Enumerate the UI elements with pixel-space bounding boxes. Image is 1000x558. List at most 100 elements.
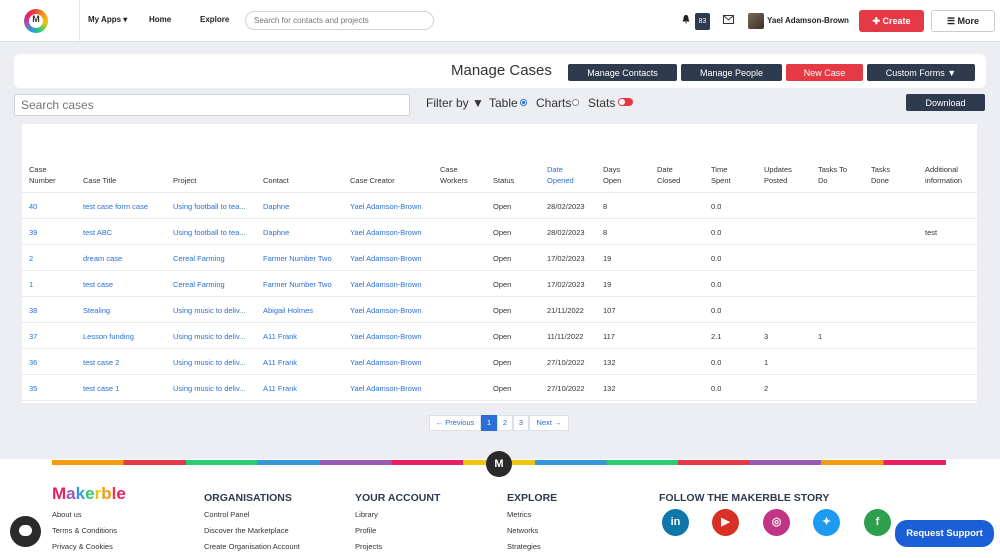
table-cell-title[interactable]: test case 2 — [83, 358, 120, 367]
about-link[interactable]: About us — [52, 510, 82, 519]
global-search-input[interactable] — [245, 11, 434, 30]
nav-explore[interactable]: Explore — [200, 15, 230, 24]
table-cell-project[interactable]: Cereal Farming — [173, 254, 225, 263]
table-cell-creator[interactable]: Yael Adamson-Brown — [350, 254, 422, 263]
twitter-icon[interactable]: ✦ — [813, 509, 840, 536]
page-1-button[interactable]: 1 — [481, 415, 497, 431]
account-link[interactable]: Projects — [355, 542, 383, 551]
makerble-logo[interactable]: M — [24, 9, 48, 33]
more-button[interactable]: ☰ More — [931, 10, 995, 32]
table-cell-project[interactable]: Using football to tea... — [173, 228, 246, 237]
table-cell-creator[interactable]: Yael Adamson-Brown — [350, 384, 422, 393]
view-table-label[interactable]: Table — [489, 96, 518, 110]
account-link[interactable]: Library — [355, 510, 378, 519]
column-header[interactable]: Date Opened — [547, 164, 574, 186]
table-cell-num[interactable]: 1 — [29, 280, 34, 289]
table-cell-contact[interactable]: A11 Frank — [263, 332, 298, 341]
table-cell-creator[interactable]: Yael Adamson-Brown — [350, 280, 422, 289]
table-cell-num[interactable]: 40 — [29, 202, 38, 211]
explore-link[interactable]: Strategies — [507, 542, 541, 551]
table-cell-title[interactable]: test case — [83, 280, 114, 289]
brand-letter: b — [101, 484, 112, 503]
custom-forms-button[interactable]: Custom Forms ▼ — [867, 64, 975, 81]
nav-home[interactable]: Home — [149, 15, 172, 24]
table-cell-title[interactable]: test case 1 — [83, 384, 120, 393]
about-link[interactable]: Terms & Conditions — [52, 526, 118, 535]
next-page-button[interactable]: Next → — [529, 415, 569, 431]
table-cell-creator[interactable]: Yael Adamson-Brown — [350, 306, 422, 315]
table-cell-project[interactable]: Using music to deliv... — [173, 384, 246, 393]
column-header: Time Spent — [711, 164, 731, 186]
table-cell-num[interactable]: 39 — [29, 228, 38, 237]
table-cell-opened: 17/02/2023 — [547, 254, 585, 263]
row-divider-line — [22, 218, 977, 219]
about-link[interactable]: Privacy & Cookies — [52, 542, 113, 551]
manage-people-button[interactable]: Manage People — [681, 64, 782, 81]
facebook-icon[interactable]: f — [864, 509, 891, 536]
table-cell-contact[interactable]: Daphne — [263, 202, 290, 211]
column-header: Project — [173, 175, 196, 186]
bell-icon[interactable] — [682, 15, 690, 24]
manage-contacts-button[interactable]: Manage Contacts — [568, 64, 677, 81]
table-cell-num[interactable]: 37 — [29, 332, 38, 341]
table-cell-status: Open — [493, 254, 512, 263]
table-cell-title[interactable]: test case form case — [83, 202, 149, 211]
download-button[interactable]: Download — [906, 94, 985, 111]
table-cell-contact[interactable]: Daphne — [263, 228, 290, 237]
makerble-brand-logo[interactable]: Makerble — [52, 484, 126, 504]
table-cell-contact[interactable]: A11 Frank — [263, 358, 298, 367]
explore-link[interactable]: Metrics — [507, 510, 532, 519]
table-cell-days: 117 — [603, 332, 615, 341]
page-3-button[interactable]: 3 — [513, 415, 529, 431]
mail-icon[interactable] — [723, 15, 734, 24]
table-cell-contact[interactable]: A11 Frank — [263, 384, 298, 393]
previous-page-button[interactable]: ← Previous — [429, 415, 481, 431]
new-case-button[interactable]: New Case — [786, 64, 863, 81]
organisations-link[interactable]: Discover the Marketplace — [204, 526, 289, 535]
explore-link[interactable]: Networks — [507, 526, 539, 535]
table-cell-title[interactable]: Stealing — [83, 306, 111, 315]
table-cell-title[interactable]: dream case — [83, 254, 123, 263]
table-cell-creator[interactable]: Yael Adamson-Brown — [350, 202, 422, 211]
table-cell-num[interactable]: 35 — [29, 384, 38, 393]
youtube-icon[interactable]: ▶ — [712, 509, 739, 536]
stats-toggle[interactable] — [618, 98, 633, 106]
table-cell-project[interactable]: Using football to tea... — [173, 202, 246, 211]
linkedin-icon[interactable]: in — [662, 509, 689, 536]
instagram-icon[interactable]: ◎ — [763, 509, 790, 536]
table-cell-creator[interactable]: Yael Adamson-Brown — [350, 228, 422, 237]
page-2-button[interactable]: 2 — [497, 415, 513, 431]
account-link[interactable]: Profile — [355, 526, 377, 535]
view-charts-label[interactable]: Charts — [536, 96, 572, 110]
table-cell-title[interactable]: Lesson funding — [83, 332, 134, 341]
table-cell-title[interactable]: test ABC — [83, 228, 113, 237]
organisations-link[interactable]: Control Panel — [204, 510, 250, 519]
table-cell-project[interactable]: Using music to deliv... — [173, 332, 246, 341]
organisations-link[interactable]: Create Organisation Account — [204, 542, 300, 551]
request-support-button[interactable]: Request Support — [895, 520, 994, 547]
table-cell-contact[interactable]: Farmer Number Two — [263, 254, 332, 263]
nav-my-apps[interactable]: My Apps ▾ — [88, 15, 128, 24]
table-cell-project[interactable]: Using music to deliv... — [173, 358, 246, 367]
table-cell-project[interactable]: Using music to deliv... — [173, 306, 246, 315]
table-cell-project[interactable]: Cereal Farming — [173, 280, 225, 289]
create-button[interactable]: ✚ Create — [859, 10, 924, 32]
table-cell-opened: 17/02/2023 — [547, 280, 585, 289]
table-cell-num[interactable]: 36 — [29, 358, 38, 367]
table-view-radio[interactable] — [520, 99, 527, 106]
search-cases-input[interactable] — [14, 94, 410, 116]
table-cell-creator[interactable]: Yael Adamson-Brown — [350, 332, 422, 341]
table-cell-num[interactable]: 38 — [29, 306, 38, 315]
chat-icon[interactable] — [10, 516, 41, 547]
table-cell-time: 0.0 — [711, 358, 722, 367]
table-cell-creator[interactable]: Yael Adamson-Brown — [350, 358, 422, 367]
table-cell-num[interactable]: 2 — [29, 254, 34, 263]
table-cell-contact[interactable]: Abigail Holmes — [263, 306, 314, 315]
user-name[interactable]: Yael Adamson-Brown — [767, 16, 849, 25]
brand-letter: e — [85, 484, 95, 503]
notification-count-badge[interactable]: 83 — [695, 13, 710, 30]
avatar[interactable] — [748, 13, 764, 29]
filter-by-dropdown[interactable]: Filter by ▼ — [426, 96, 484, 110]
table-cell-contact[interactable]: Farmer Number Two — [263, 280, 332, 289]
charts-view-radio[interactable] — [572, 99, 579, 106]
